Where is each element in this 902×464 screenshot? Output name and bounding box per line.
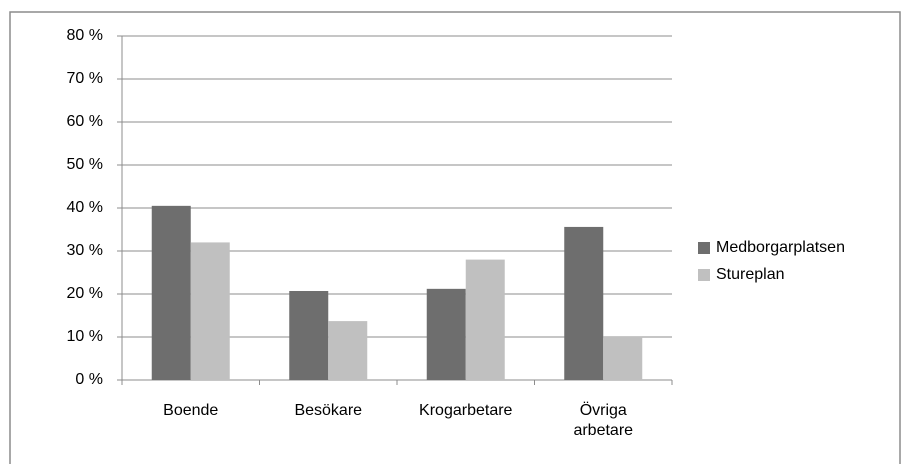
y-tick-label: 40 % [67, 199, 103, 216]
bar [603, 336, 643, 380]
bar [151, 205, 191, 380]
y-tick-label: 50 % [67, 156, 103, 173]
legend-swatch [698, 269, 710, 281]
legend-label: Stureplan [716, 266, 785, 283]
bar [190, 242, 230, 380]
y-tick-label: 10 % [67, 328, 103, 345]
y-tick-label: 20 % [67, 285, 103, 302]
bar [289, 290, 329, 380]
y-tick-label: 70 % [67, 70, 103, 87]
y-tick-label: 60 % [67, 113, 103, 130]
bar [465, 259, 505, 380]
x-tick-label: Krogarbetare [419, 402, 513, 419]
bar [564, 226, 604, 380]
y-tick-label: 0 % [75, 371, 103, 388]
legend-label: Medborgarplatsen [716, 239, 845, 256]
chart-frame [9, 11, 901, 464]
y-tick-label: 30 % [67, 242, 103, 259]
y-tick-label: 80 % [67, 27, 103, 44]
bar [426, 288, 466, 380]
x-tick-label: Besökare [294, 402, 363, 419]
x-tick-label: Boende [163, 402, 219, 419]
legend-swatch [698, 242, 710, 254]
bar [328, 321, 368, 380]
x-tick-label: Övriga arbetare [573, 402, 634, 439]
